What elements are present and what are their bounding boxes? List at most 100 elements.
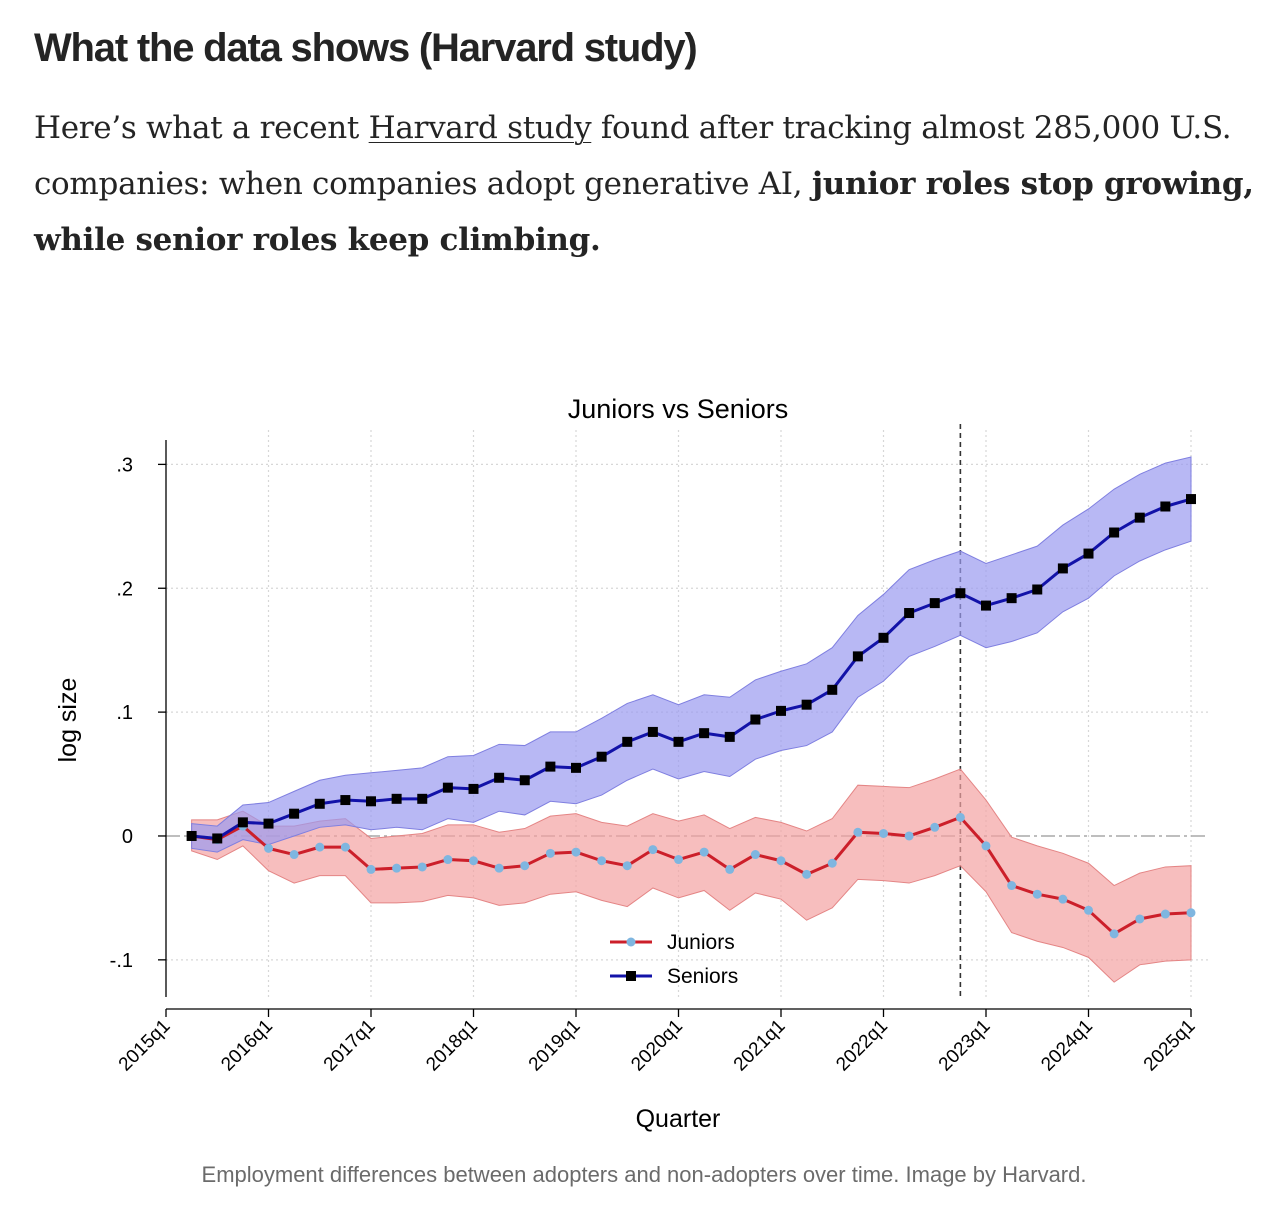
juniors-point-15 [545,848,555,858]
seniors-point-17 [596,751,607,762]
juniors-point-19 [648,845,658,855]
seniors-point-2 [212,833,223,844]
x-axis-label: Quarter [636,1105,721,1133]
juniors-point-35 [1058,894,1068,904]
confidence-bands [191,456,1192,983]
seniors-confidence-band [191,456,1192,853]
y-tick-label-.3: .3 [116,454,133,476]
seniors-point-10 [417,793,428,804]
juniors-point-5 [289,850,299,860]
juniors-point-7 [340,842,350,852]
seniors-point-21 [699,728,710,739]
seniors-point-4 [263,818,274,829]
para-middle: found after tracking almost 285,000 U.S.… [34,110,1232,202]
juniors-point-33 [1007,881,1017,891]
x-tick-label-2022q1: 2022q1 [832,1016,892,1076]
seniors-point-39 [1160,501,1171,512]
seniors-point-5 [289,808,300,819]
seniors-point-7 [340,795,351,806]
juniors-point-23 [750,850,760,860]
seniors-point-16 [571,762,581,773]
juniors-point-40 [1186,908,1196,918]
x-tick-label-2016q1: 2016q1 [217,1016,277,1076]
seniors-point-36 [1083,548,1094,559]
seniors-point-33 [1006,593,1017,604]
seniors-point-11 [442,782,453,793]
juniors-point-20 [674,855,683,865]
seniors-point-28 [878,632,889,643]
seniors-point-40 [1186,494,1196,505]
legend-seniors-marker [626,971,636,981]
juniors-point-12 [469,856,478,866]
juniors-point-30 [930,822,940,832]
seniors-point-13 [494,772,505,783]
seniors-point-31 [955,588,966,599]
juniors-point-14 [520,861,530,871]
y-tick-label--.1: -.1 [110,950,133,972]
juniors-point-37 [1109,929,1119,939]
juniors-point-36 [1084,905,1093,915]
x-tick-label-2021q1: 2021q1 [730,1016,790,1076]
series-lines [191,497,1192,936]
seniors-point-26 [827,684,838,695]
juniors-point-26 [827,858,837,868]
harvard-study-link[interactable]: Harvard study [368,110,592,146]
seniors-point-27 [852,651,863,662]
seniors-line [191,497,1192,840]
juniors-point-11 [443,855,453,865]
juniors-point-24 [776,856,786,866]
x-tick-label-2019q1: 2019q1 [525,1016,585,1076]
juniors-point-9 [392,863,402,873]
x-tick-label-2025q1: 2025q1 [1140,1016,1200,1076]
juniors-point-22 [725,864,735,874]
para-emphasis: junior roles stop growing, while senior … [34,166,1254,258]
seniors-point-6 [314,798,325,809]
seniors-point-30 [929,598,940,609]
x-tick-label-2015q1: 2015q1 [115,1016,175,1076]
y-axis-label: log size [54,678,82,763]
x-tick-label-2023q1: 2023q1 [935,1016,995,1076]
legend-juniors-marker [626,937,636,947]
y-tick-label-.2: .2 [116,578,133,600]
seniors-point-14 [519,775,530,786]
para-intro: Here’s what a recent [34,110,369,146]
seniors-point-37 [1109,527,1120,538]
section-heading: What the data shows (Harvard study) [34,26,698,70]
intro-paragraph: Here’s what a recent Harvard study found… [34,100,1259,268]
legend: Juniors Seniors [610,931,738,988]
figure-caption: Employment differences between adopters … [201,1162,1087,1187]
juniors-point-39 [1160,909,1170,919]
y-axis-ticks: -.1 0 .1 .2 .3 [110,454,166,972]
seniors-point-25 [801,699,812,710]
seniors-point-18 [622,736,633,747]
seniors-point-23 [750,714,761,725]
juniors-point-4 [264,843,273,853]
seniors-point-3 [237,817,248,828]
juniors-point-29 [904,831,914,841]
juniors-point-10 [417,862,427,872]
seniors-point-20 [673,736,684,747]
juniors-point-16 [571,847,581,857]
seniors-point-38 [1134,512,1145,523]
juniors-line [191,815,1192,936]
juniors-point-31 [955,812,965,822]
juniors-point-34 [1032,889,1042,899]
seniors-point-15 [545,761,556,772]
seniors-point-12 [468,783,479,794]
seniors-point-29 [904,608,915,619]
y-tick-label-0: 0 [122,826,133,848]
juniors-point-8 [366,864,376,874]
juniors-point-38 [1135,914,1145,924]
x-tick-label-2018q1: 2018q1 [422,1016,482,1076]
juniors-point-6 [315,842,325,852]
juniors-point-27 [853,827,863,837]
x-tick-label-2017q1: 2017q1 [320,1016,380,1076]
reference-lines [166,424,1209,997]
seniors-point-1 [186,830,197,841]
juniors-point-28 [879,829,888,838]
seniors-point-24 [776,705,786,716]
juniors-point-13 [494,863,504,873]
x-tick-label-2020q1: 2020q1 [627,1016,687,1076]
juniors-point-18 [622,861,632,871]
seniors-point-35 [1057,563,1068,574]
